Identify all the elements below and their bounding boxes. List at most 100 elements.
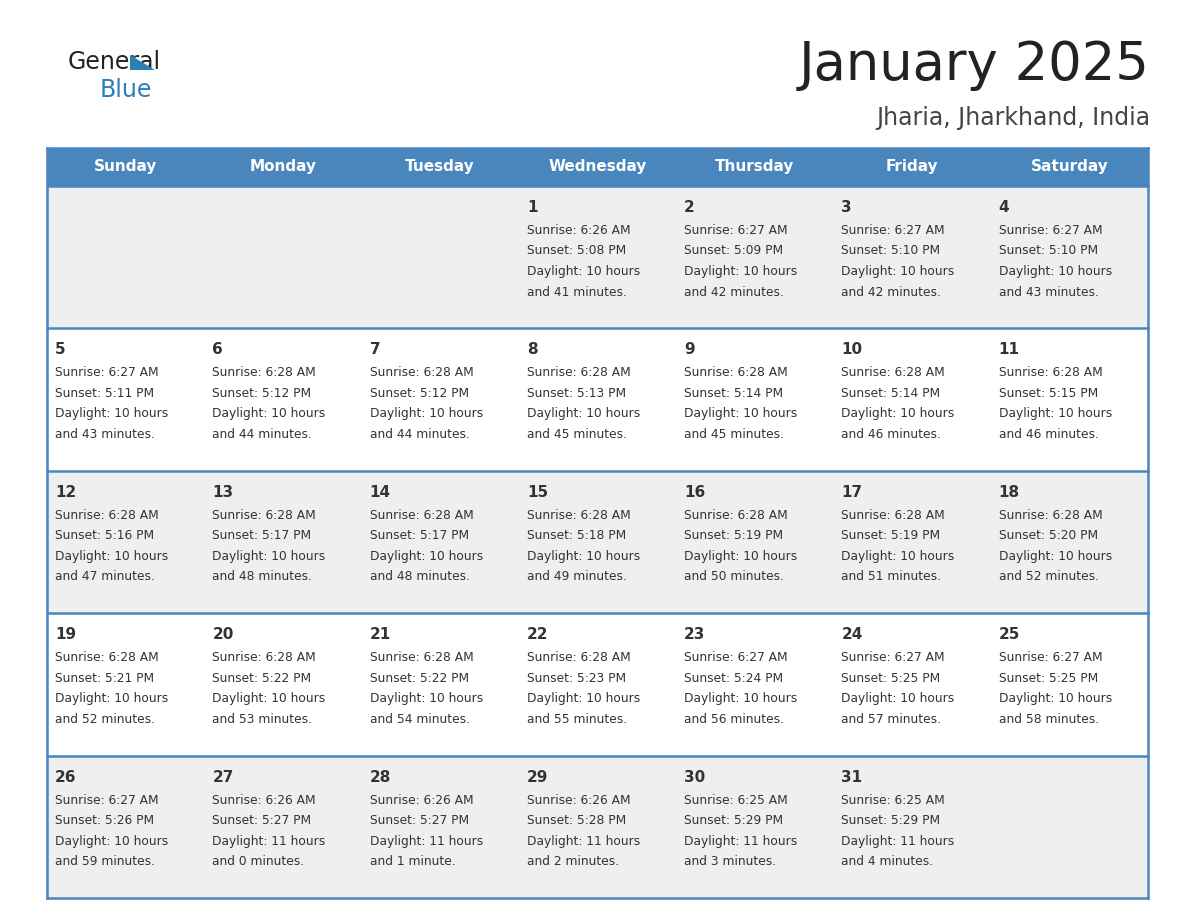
Text: 9: 9 <box>684 342 695 357</box>
Text: Sunrise: 6:28 AM: Sunrise: 6:28 AM <box>526 651 631 665</box>
Text: 15: 15 <box>526 485 548 499</box>
Bar <box>48 186 1148 329</box>
Text: Sunset: 5:14 PM: Sunset: 5:14 PM <box>684 386 783 400</box>
Text: Sunset: 5:25 PM: Sunset: 5:25 PM <box>841 672 941 685</box>
Text: Daylight: 10 hours: Daylight: 10 hours <box>55 550 169 563</box>
Text: Sunset: 5:21 PM: Sunset: 5:21 PM <box>55 672 154 685</box>
Text: Tuesday: Tuesday <box>405 160 475 174</box>
Text: General: General <box>68 50 162 74</box>
Text: and 52 minutes.: and 52 minutes. <box>55 712 154 726</box>
Text: 21: 21 <box>369 627 391 643</box>
Text: 10: 10 <box>841 342 862 357</box>
Text: and 58 minutes.: and 58 minutes. <box>999 712 1099 726</box>
Text: Daylight: 11 hours: Daylight: 11 hours <box>526 834 640 847</box>
Text: Sunrise: 6:27 AM: Sunrise: 6:27 AM <box>684 224 788 237</box>
Text: Daylight: 10 hours: Daylight: 10 hours <box>841 692 955 705</box>
Text: and 50 minutes.: and 50 minutes. <box>684 570 784 583</box>
Text: 25: 25 <box>999 627 1020 643</box>
Text: Jharia, Jharkhand, India: Jharia, Jharkhand, India <box>876 106 1150 130</box>
Text: Daylight: 10 hours: Daylight: 10 hours <box>684 692 797 705</box>
Text: and 45 minutes.: and 45 minutes. <box>684 428 784 441</box>
Text: Wednesday: Wednesday <box>549 160 646 174</box>
Text: Sunset: 5:20 PM: Sunset: 5:20 PM <box>999 530 1098 543</box>
Text: Sunrise: 6:27 AM: Sunrise: 6:27 AM <box>684 651 788 665</box>
Text: Sunrise: 6:28 AM: Sunrise: 6:28 AM <box>684 509 788 521</box>
Text: and 53 minutes.: and 53 minutes. <box>213 712 312 726</box>
Text: Sunrise: 6:26 AM: Sunrise: 6:26 AM <box>369 793 473 807</box>
Text: Sunrise: 6:25 AM: Sunrise: 6:25 AM <box>841 793 946 807</box>
Text: Daylight: 10 hours: Daylight: 10 hours <box>684 408 797 420</box>
Text: Thursday: Thursday <box>715 160 795 174</box>
Text: Daylight: 10 hours: Daylight: 10 hours <box>526 692 640 705</box>
Text: Sunset: 5:19 PM: Sunset: 5:19 PM <box>841 530 941 543</box>
Text: Daylight: 10 hours: Daylight: 10 hours <box>999 550 1112 563</box>
Text: Sunrise: 6:27 AM: Sunrise: 6:27 AM <box>841 651 944 665</box>
Text: 27: 27 <box>213 769 234 785</box>
Text: and 42 minutes.: and 42 minutes. <box>684 285 784 298</box>
Text: and 46 minutes.: and 46 minutes. <box>999 428 1099 441</box>
Text: Daylight: 10 hours: Daylight: 10 hours <box>841 408 955 420</box>
Text: Daylight: 10 hours: Daylight: 10 hours <box>369 550 482 563</box>
Text: Sunrise: 6:27 AM: Sunrise: 6:27 AM <box>55 366 159 379</box>
Text: and 43 minutes.: and 43 minutes. <box>999 285 1099 298</box>
Text: Sunset: 5:29 PM: Sunset: 5:29 PM <box>841 814 941 827</box>
Text: and 49 minutes.: and 49 minutes. <box>526 570 627 583</box>
Text: January 2025: January 2025 <box>800 39 1150 91</box>
Text: Daylight: 10 hours: Daylight: 10 hours <box>55 834 169 847</box>
Text: and 47 minutes.: and 47 minutes. <box>55 570 154 583</box>
Text: and 51 minutes.: and 51 minutes. <box>841 570 941 583</box>
Polygon shape <box>129 55 154 70</box>
Text: and 54 minutes.: and 54 minutes. <box>369 712 469 726</box>
Text: Daylight: 11 hours: Daylight: 11 hours <box>369 834 482 847</box>
Text: 11: 11 <box>999 342 1019 357</box>
Text: Sunset: 5:12 PM: Sunset: 5:12 PM <box>213 386 311 400</box>
Text: Daylight: 10 hours: Daylight: 10 hours <box>841 265 955 278</box>
Text: Sunrise: 6:28 AM: Sunrise: 6:28 AM <box>841 509 946 521</box>
Text: Sunset: 5:29 PM: Sunset: 5:29 PM <box>684 814 783 827</box>
Text: Sunrise: 6:28 AM: Sunrise: 6:28 AM <box>999 366 1102 379</box>
Text: Sunrise: 6:28 AM: Sunrise: 6:28 AM <box>213 509 316 521</box>
Text: Sunset: 5:10 PM: Sunset: 5:10 PM <box>841 244 941 258</box>
Text: Friday: Friday <box>886 160 939 174</box>
Text: 24: 24 <box>841 627 862 643</box>
Text: Daylight: 10 hours: Daylight: 10 hours <box>999 265 1112 278</box>
Text: Sunset: 5:12 PM: Sunset: 5:12 PM <box>369 386 469 400</box>
Text: Sunrise: 6:28 AM: Sunrise: 6:28 AM <box>526 509 631 521</box>
Text: Daylight: 10 hours: Daylight: 10 hours <box>526 550 640 563</box>
Text: 7: 7 <box>369 342 380 357</box>
Text: Daylight: 11 hours: Daylight: 11 hours <box>213 834 326 847</box>
Text: Sunrise: 6:28 AM: Sunrise: 6:28 AM <box>841 366 946 379</box>
Text: Daylight: 10 hours: Daylight: 10 hours <box>684 265 797 278</box>
Text: and 52 minutes.: and 52 minutes. <box>999 570 1099 583</box>
Text: Sunrise: 6:28 AM: Sunrise: 6:28 AM <box>369 366 473 379</box>
Text: Saturday: Saturday <box>1030 160 1108 174</box>
Text: and 3 minutes.: and 3 minutes. <box>684 855 776 868</box>
Text: 22: 22 <box>526 627 549 643</box>
Text: 6: 6 <box>213 342 223 357</box>
Text: Sunrise: 6:28 AM: Sunrise: 6:28 AM <box>369 651 473 665</box>
Text: 14: 14 <box>369 485 391 499</box>
Text: Sunset: 5:14 PM: Sunset: 5:14 PM <box>841 386 941 400</box>
Text: Sunrise: 6:27 AM: Sunrise: 6:27 AM <box>999 651 1102 665</box>
Text: 4: 4 <box>999 200 1010 215</box>
Text: Sunset: 5:24 PM: Sunset: 5:24 PM <box>684 672 783 685</box>
Text: Sunset: 5:27 PM: Sunset: 5:27 PM <box>213 814 311 827</box>
Text: 8: 8 <box>526 342 537 357</box>
Text: 30: 30 <box>684 769 706 785</box>
Text: Sunset: 5:13 PM: Sunset: 5:13 PM <box>526 386 626 400</box>
Text: Daylight: 10 hours: Daylight: 10 hours <box>55 408 169 420</box>
Text: Daylight: 10 hours: Daylight: 10 hours <box>369 408 482 420</box>
Text: Daylight: 10 hours: Daylight: 10 hours <box>684 550 797 563</box>
Text: Sunset: 5:11 PM: Sunset: 5:11 PM <box>55 386 154 400</box>
Text: Daylight: 10 hours: Daylight: 10 hours <box>526 408 640 420</box>
Text: and 56 minutes.: and 56 minutes. <box>684 712 784 726</box>
Text: Sunset: 5:15 PM: Sunset: 5:15 PM <box>999 386 1098 400</box>
Text: Sunrise: 6:28 AM: Sunrise: 6:28 AM <box>213 366 316 379</box>
Text: and 48 minutes.: and 48 minutes. <box>369 570 469 583</box>
Text: Sunset: 5:23 PM: Sunset: 5:23 PM <box>526 672 626 685</box>
Text: Sunrise: 6:26 AM: Sunrise: 6:26 AM <box>213 793 316 807</box>
Text: Sunset: 5:09 PM: Sunset: 5:09 PM <box>684 244 783 258</box>
Text: and 2 minutes.: and 2 minutes. <box>526 855 619 868</box>
Text: Daylight: 10 hours: Daylight: 10 hours <box>999 408 1112 420</box>
Text: Sunset: 5:22 PM: Sunset: 5:22 PM <box>213 672 311 685</box>
